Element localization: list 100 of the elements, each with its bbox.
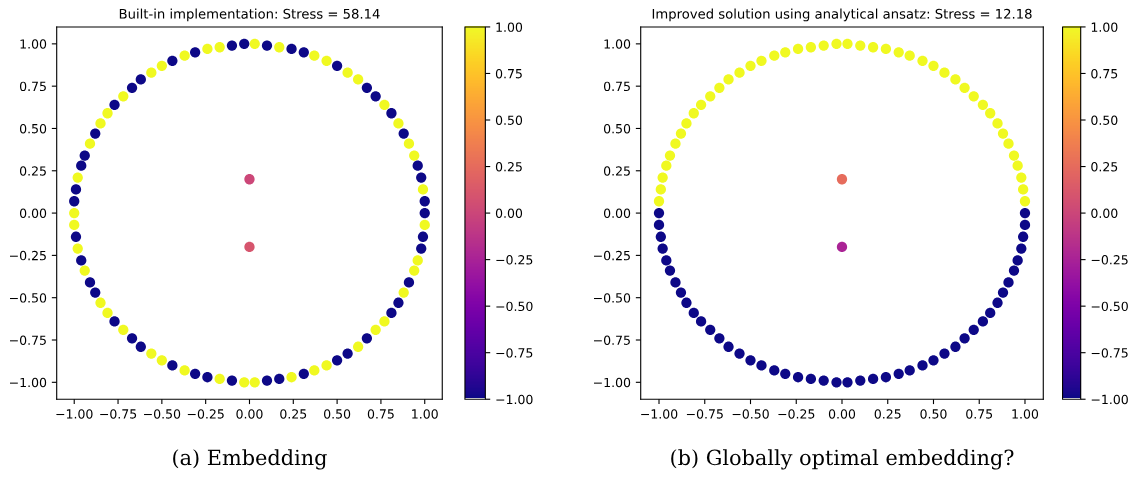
point: [331, 355, 343, 366]
point: [792, 43, 804, 55]
point: [79, 265, 90, 276]
point: [135, 341, 146, 352]
point: [1012, 255, 1023, 266]
point: [695, 316, 707, 327]
point: [190, 47, 201, 58]
color-bar-label: −0.75: [496, 348, 533, 358]
point: [904, 50, 915, 61]
point: [70, 184, 82, 195]
y-tick-label: −0.75: [10, 335, 46, 345]
point: [917, 55, 928, 66]
point: [419, 207, 430, 219]
point: [102, 307, 113, 319]
point: [880, 372, 892, 383]
point: [370, 91, 381, 102]
point: [904, 365, 915, 376]
point: [867, 373, 879, 385]
point: [681, 297, 692, 308]
point: [670, 138, 681, 149]
point: [352, 341, 364, 352]
point: [321, 360, 332, 371]
point: [352, 74, 364, 85]
point: [655, 231, 666, 242]
point: [90, 128, 101, 139]
point: [867, 42, 879, 53]
point: [714, 82, 725, 94]
point: [274, 373, 285, 385]
point: [417, 184, 429, 195]
x-tick-label: 1.00: [412, 409, 438, 419]
point: [309, 365, 320, 376]
point: [855, 375, 866, 386]
point: [417, 231, 429, 242]
point: [657, 172, 668, 183]
y-tick-label: −0.50: [10, 293, 47, 303]
y-tick-label: 0.25: [19, 166, 46, 176]
text: (b) Globally optimal embedding?: [671, 449, 1014, 470]
text: (a) Embedding: [173, 449, 327, 470]
point: [831, 377, 842, 388]
point: [361, 333, 373, 344]
color-bar-label: 0.00: [495, 208, 523, 219]
point: [675, 287, 687, 298]
point: [968, 324, 979, 335]
x-tick-label: 0.50: [324, 409, 351, 419]
point: [1016, 172, 1027, 183]
x-tick-label: −0.50: [732, 409, 769, 419]
point: [95, 118, 106, 129]
point: [805, 42, 817, 53]
color-bar-label: −1.00: [496, 394, 533, 405]
point: [769, 50, 780, 61]
y-tick-label: −0.25: [10, 250, 46, 261]
point: [734, 67, 745, 78]
point: [84, 277, 96, 288]
point: [244, 241, 255, 253]
point: [409, 265, 420, 276]
point: [298, 368, 309, 379]
point: [76, 255, 87, 266]
point: [653, 219, 665, 231]
y-tick-label: 0.00: [19, 208, 47, 219]
point: [657, 243, 668, 254]
x-tick-label: 0.75: [966, 409, 993, 419]
color-bar-label: 0.50: [495, 115, 523, 125]
color-bar-label: 0.75: [1091, 68, 1118, 79]
point: [695, 99, 707, 110]
color-bar-label: 1.00: [496, 22, 523, 32]
point: [146, 348, 157, 359]
x-tick-label: −0.75: [100, 409, 137, 419]
point: [1019, 196, 1031, 207]
point: [239, 38, 250, 50]
point: [997, 287, 1009, 298]
point: [386, 108, 397, 119]
point: [179, 365, 190, 376]
point: [109, 99, 120, 110]
point: [893, 47, 904, 58]
point: [831, 38, 842, 50]
point: [745, 355, 756, 366]
point: [419, 219, 430, 231]
point: [393, 297, 404, 308]
x-tick-label: 0.00: [828, 409, 856, 419]
color-bar-label: −1.00: [1091, 394, 1128, 405]
x-tick-label: −0.50: [144, 409, 181, 419]
point: [118, 91, 129, 102]
y-tick-label: 0.25: [603, 166, 630, 176]
x-tick-label: 0.50: [920, 409, 947, 419]
point: [244, 174, 255, 185]
point: [286, 372, 297, 383]
point: [102, 108, 113, 119]
point: [1008, 150, 1020, 161]
y-tick-label: 0.00: [603, 208, 631, 219]
point: [84, 138, 96, 149]
point: [655, 184, 666, 195]
point: [361, 82, 373, 94]
point: [842, 377, 853, 388]
point: [226, 375, 238, 386]
point: [379, 316, 390, 327]
point: [917, 360, 928, 371]
point: [286, 43, 297, 55]
point: [985, 307, 996, 319]
point: [226, 40, 238, 51]
point: [705, 91, 716, 102]
